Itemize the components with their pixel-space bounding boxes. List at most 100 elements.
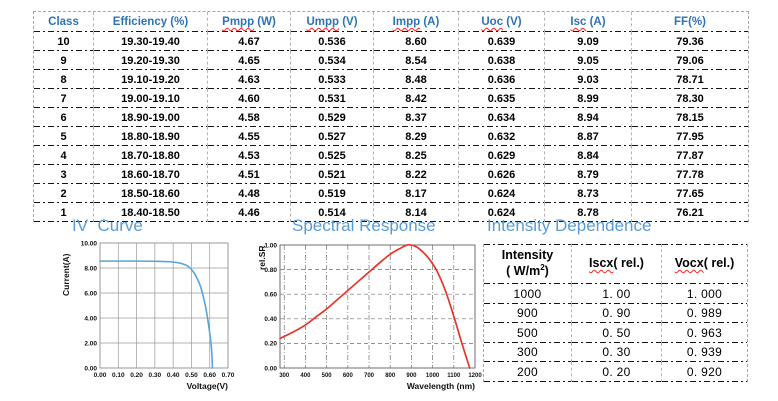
- table-cell: 7: [34, 89, 93, 108]
- col-header-vocx: Vocx( rel.): [661, 244, 747, 284]
- table-cell: 0.638: [458, 51, 544, 70]
- table-cell: 8.37: [373, 108, 458, 127]
- table-cell: 18.80-18.90: [93, 127, 207, 146]
- unit-pre: ( W/m: [506, 264, 541, 279]
- table-row: 5 18.80-18.90 4.55 0.527 8.29 0.632 8.87 77.95: [34, 127, 748, 146]
- table-cell: 0.624: [458, 184, 544, 203]
- table-cell: 4.65: [207, 51, 290, 70]
- table-cell: 79.06: [631, 51, 748, 70]
- col-header-class: Class: [34, 12, 93, 32]
- table-cell: 77.87: [631, 146, 748, 165]
- x-tick-label: 900: [406, 373, 417, 379]
- table-cell: 10: [34, 32, 93, 51]
- x-axis-title: Wavelength (nm): [407, 381, 475, 391]
- y-tick-label: 2.00: [84, 340, 97, 347]
- table-cell: 0.534: [290, 51, 373, 70]
- table-cell: 0. 50: [571, 323, 661, 343]
- unit-sup: 2: [540, 263, 545, 273]
- table-cell: 78.15: [631, 108, 748, 127]
- table-cell: 0.533: [290, 70, 373, 89]
- table-cell: 77.95: [631, 127, 748, 146]
- header-word: Vocx: [674, 256, 704, 271]
- table-row: 7 19.00-19.10 4.60 0.531 8.42 0.635 8.99 78.30: [34, 89, 748, 108]
- table-cell: 78.30: [631, 89, 748, 108]
- iv-chart-curve-line: [99, 260, 214, 369]
- x-tick-label: 1100: [447, 373, 461, 379]
- table-cell: 8.79: [544, 165, 631, 184]
- table-cell: 19.10-19.20: [93, 70, 207, 89]
- table-cell: 18.40-18.50: [93, 203, 207, 222]
- table-cell: 77.65: [631, 184, 748, 203]
- table-cell: 0. 939: [661, 342, 747, 362]
- x-tick-label: 300: [279, 373, 290, 379]
- y-tick-label: 4.00: [84, 315, 97, 322]
- table-row: 2 18.50-18.60 4.48 0.519 8.17 0.624 8.73 77.65: [34, 184, 748, 203]
- header-text: Intensity: [501, 247, 554, 262]
- table-cell: 8.94: [544, 108, 631, 127]
- table-cell: 0.635: [458, 89, 544, 108]
- table-cell: 8.84: [544, 146, 631, 165]
- table-row: 6 18.90-19.00 4.58 0.529 8.37 0.634 8.94 78.15: [34, 108, 748, 127]
- iv-curve-chart: 0.00 0.10 0.20 0.30 0.40 0.50 0.60 0.70 0.00 2.00…: [61, 240, 235, 391]
- table-cell: 0.636: [458, 70, 544, 89]
- table-cell: 2: [34, 184, 93, 203]
- x-tick-label: 1000: [426, 373, 440, 379]
- table-row: 3 18.60-18.70 4.51 0.521 8.22 0.626 8.79 77.78: [34, 165, 748, 184]
- y-tick-label: 0.80: [264, 267, 277, 274]
- col-header-iscx: Iscx( rel.): [571, 244, 661, 284]
- table-cell: 8.22: [373, 165, 458, 184]
- table-cell: 8.73: [544, 184, 631, 203]
- x-tick-label: 0.30: [149, 372, 162, 379]
- table-row: 1 18.40-18.50 4.46 0.514 8.14 0.624 8.78 76.21: [34, 203, 748, 222]
- table-cell: 8.60: [373, 32, 458, 51]
- table-cell: 0. 90: [571, 303, 661, 323]
- header-text: ( rel.): [703, 256, 735, 271]
- table-cell: 19.00-19.10: [93, 89, 207, 108]
- table-cell: 0.521: [290, 165, 373, 184]
- table-cell: 900: [484, 303, 571, 323]
- y-axis-title: Current(A): [61, 253, 71, 296]
- header-text: Class: [48, 16, 79, 28]
- col-header-umpp: Umpp (V): [290, 12, 373, 32]
- table-cell: 0.639: [458, 32, 544, 51]
- y-tick-label: 6.00: [84, 290, 97, 297]
- x-tick-label: 0.50: [185, 372, 198, 379]
- table-cell: 0.536: [290, 32, 373, 51]
- table-row: 200 0. 20 0. 920: [484, 362, 747, 382]
- y-tick-label: 0.20: [264, 341, 277, 348]
- table-cell: 8.29: [373, 127, 458, 146]
- table-cell: 4.46: [207, 203, 290, 222]
- table-row: 4 18.70-18.80 4.53 0.525 8.25 0.629 8.84 77.87: [34, 146, 748, 165]
- table-cell: 0.626: [458, 165, 544, 184]
- header-text: ( rel.): [613, 256, 644, 271]
- table-cell: 8.54: [373, 51, 458, 70]
- header-text: Efficiency (%): [112, 16, 189, 28]
- spectral-response-chart: 300 400 500 600 700 800 900 1000 1100 1200 0.00 0.2…: [257, 242, 482, 391]
- table-cell: 0. 30: [571, 342, 661, 362]
- table-cell: 4.48: [207, 184, 290, 203]
- table-cell: 5: [34, 127, 93, 146]
- y-tick-label: 0.00: [264, 365, 277, 372]
- table-cell: 4.63: [207, 70, 290, 89]
- table-cell: 9.05: [544, 51, 631, 70]
- table-cell: 8.17: [373, 184, 458, 203]
- x-tick-label: 0.00: [94, 372, 107, 379]
- table-cell: 8.99: [544, 89, 631, 108]
- table-cell: 8.78: [544, 203, 631, 222]
- x-tick-label: 600: [343, 373, 354, 379]
- table-cell: 8.25: [373, 146, 458, 165]
- x-tick-label: 0.60: [203, 372, 216, 379]
- table-cell: 300: [484, 342, 571, 362]
- table-cell: 4.53: [207, 146, 290, 165]
- table-cell: 18.90-19.00: [93, 108, 207, 127]
- x-axis-title: Voltage(V): [187, 381, 229, 391]
- header-text: (A): [586, 16, 606, 28]
- table-row: 1000 1. 00 1. 000: [484, 284, 747, 304]
- header-text: FF(%): [674, 16, 706, 28]
- header-word: Uoc: [481, 16, 504, 28]
- x-tick-label: 400: [300, 373, 311, 379]
- table-cell: 1. 000: [661, 284, 747, 304]
- table-cell: 0. 989: [661, 303, 747, 323]
- sr-chart-curve-line: [279, 243, 471, 369]
